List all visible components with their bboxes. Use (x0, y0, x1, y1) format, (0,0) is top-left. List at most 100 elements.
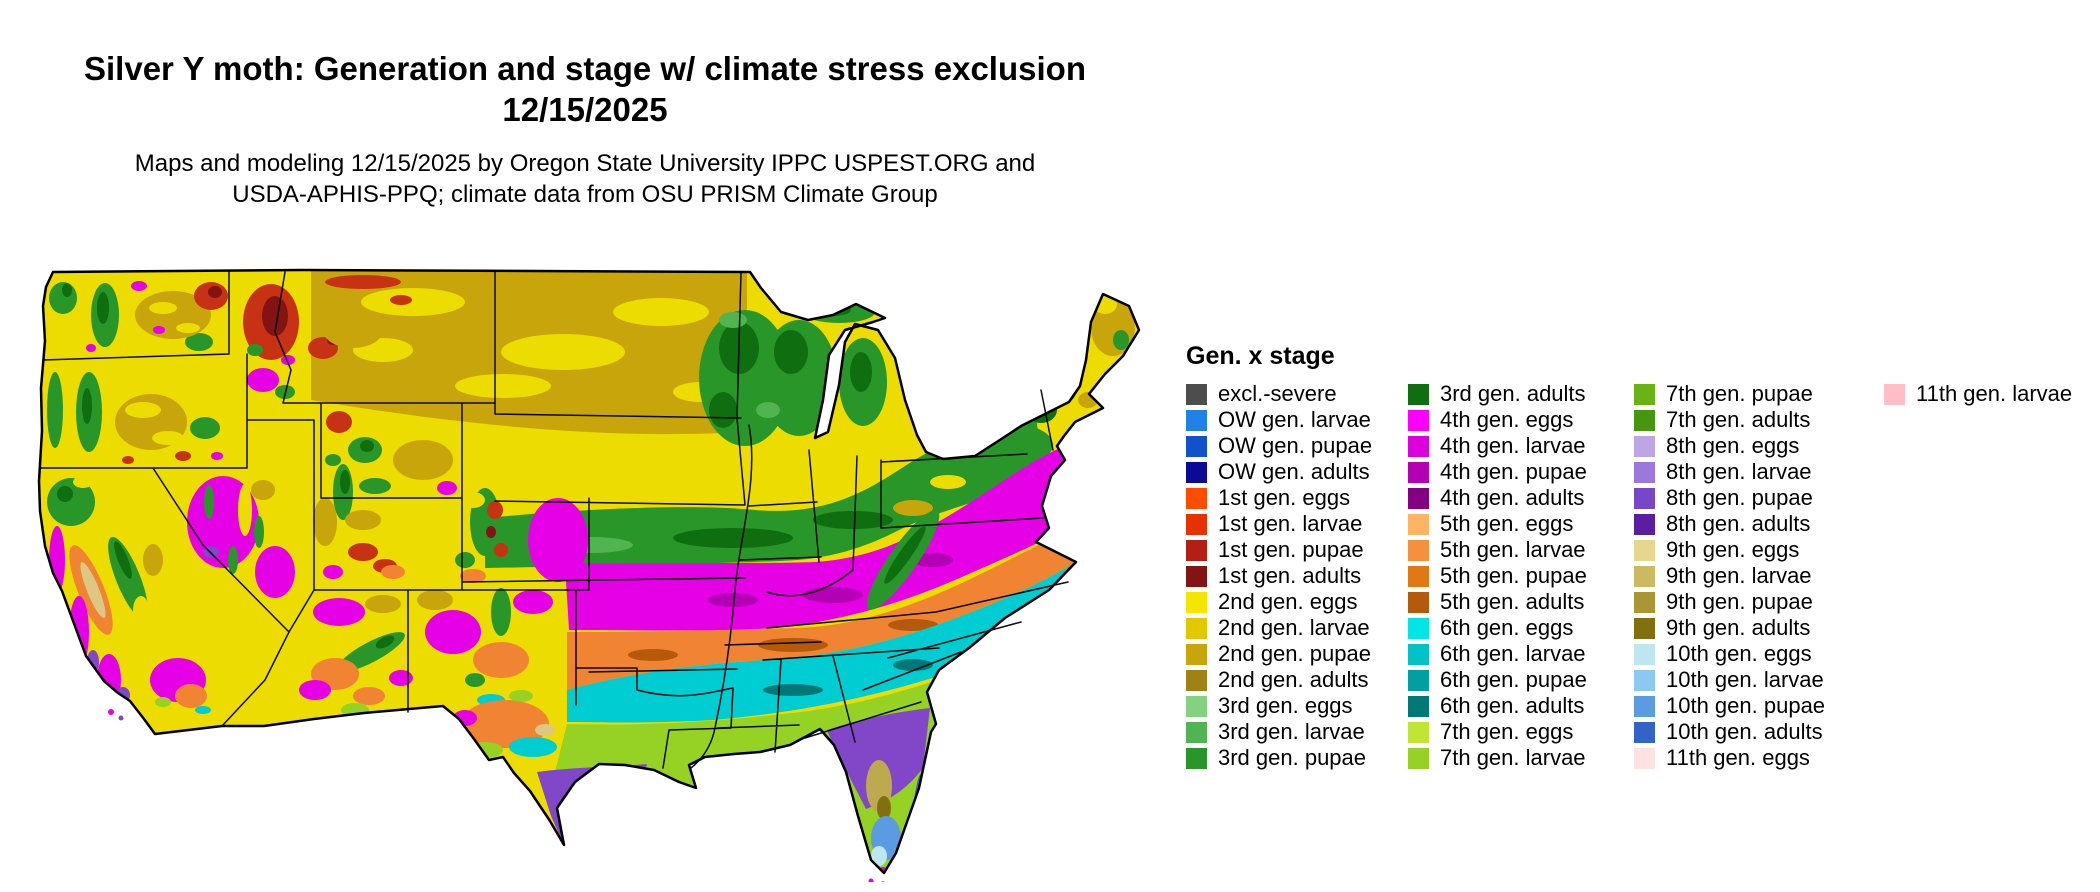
map-state-borders (39, 271, 1069, 769)
legend-swatch (1634, 383, 1655, 405)
legend-item-label: 11th gen. larvae (1916, 381, 2073, 406)
legend-item-label: 2nd gen. eggs (1218, 589, 1358, 614)
legend-columns: excl.-severe OW gen. larvae OW gen. pupae O… (1186, 381, 2086, 771)
legend-column: 7th gen. pupae 7th gen. adults 8th gen. eg… (1634, 381, 1884, 771)
legend-swatch (1408, 565, 1429, 587)
legend-item-label: 10th gen. larvae (1666, 667, 1824, 692)
legend-item: OW gen. pupae (1186, 433, 1408, 459)
legend-item-label: 1st gen. adults (1218, 563, 1362, 588)
legend-item-label: 7th gen. pupae (1666, 381, 1813, 406)
map-color-regions (39, 270, 1139, 873)
legend-item-label: 8th gen. larvae (1666, 459, 1812, 484)
legend-item: 10th gen. larvae (1634, 667, 1884, 693)
legend-item: 2nd gen. eggs (1186, 589, 1408, 615)
legend-item: 8th gen. eggs (1634, 433, 1884, 459)
legend-item-label: 4th gen. larvae (1440, 433, 1586, 458)
legend-swatch (1408, 695, 1429, 717)
legend-item-label: 4th gen. eggs (1440, 407, 1574, 432)
legend-item: 5th gen. adults (1408, 589, 1634, 615)
legend-swatch (1186, 383, 1207, 405)
legend-item-label: 6th gen. adults (1440, 693, 1585, 718)
legend-item-label: 9th gen. pupae (1666, 589, 1813, 614)
legend-item: 9th gen. larvae (1634, 563, 1884, 589)
legend-item: 3rd gen. eggs (1186, 693, 1408, 719)
legend-item-label: 7th gen. adults (1666, 407, 1811, 432)
legend-item: 1st gen. pupae (1186, 537, 1408, 563)
legend-item: 7th gen. pupae (1634, 381, 1884, 407)
legend-item-label: 5th gen. pupae (1440, 563, 1587, 588)
legend-item-label: 7th gen. larvae (1440, 745, 1586, 770)
legend-item: excl.-severe (1186, 381, 1408, 407)
legend-swatch (1408, 591, 1429, 613)
legend-item-label: 6th gen. pupae (1440, 667, 1587, 692)
map-outline (37, 268, 1141, 875)
legend-swatch (1634, 513, 1655, 535)
legend-item-label: 7th gen. eggs (1440, 719, 1574, 744)
legend-swatch (1408, 383, 1429, 405)
legend-item-label: 5th gen. eggs (1440, 511, 1574, 536)
legend-swatch (1186, 721, 1207, 743)
legend-item-label: 9th gen. adults (1666, 615, 1811, 640)
legend-swatch (1186, 539, 1207, 561)
legend-item: OW gen. larvae (1186, 407, 1408, 433)
legend-swatch (1408, 643, 1429, 665)
legend-swatch (1634, 669, 1655, 691)
legend-swatch (1186, 409, 1207, 431)
legend-item: 5th gen. larvae (1408, 537, 1634, 563)
legend-item: 8th gen. adults (1634, 511, 1884, 537)
legend-item: 4th gen. pupae (1408, 459, 1634, 485)
page-title: Silver Y moth: Generation and stage w/ c… (84, 50, 1086, 87)
legend-swatch (1634, 617, 1655, 639)
map-date: 12/15/2025 (502, 91, 668, 128)
legend-item: 2nd gen. adults (1186, 667, 1408, 693)
legend-item: 3rd gen. adults (1408, 381, 1634, 407)
legend: Gen. x stage excl.-severe OW gen. larvae O… (1186, 342, 2086, 771)
legend-swatch (1408, 721, 1429, 743)
legend-swatch (1634, 643, 1655, 665)
header: Silver Y moth: Generation and stage w/ c… (75, 48, 1095, 210)
legend-column: 3rd gen. adults 4th gen. eggs 4th gen. lar… (1408, 381, 1634, 771)
legend-item-label: 5th gen. adults (1440, 589, 1585, 614)
legend-swatch (1408, 487, 1429, 509)
legend-item: 4th gen. larvae (1408, 433, 1634, 459)
legend-swatch (1408, 435, 1429, 457)
legend-column: 11th gen. larvae (1884, 381, 2072, 407)
legend-column: excl.-severe OW gen. larvae OW gen. pupae O… (1186, 381, 1408, 771)
legend-item-label: 2nd gen. adults (1218, 667, 1369, 692)
legend-swatch (1634, 539, 1655, 561)
legend-swatch (1186, 435, 1207, 457)
legend-item: 4th gen. adults (1408, 485, 1634, 511)
legend-swatch (1634, 591, 1655, 613)
legend-swatch (1186, 747, 1207, 769)
legend-swatch (1408, 539, 1429, 561)
legend-item-label: 1st gen. pupae (1218, 537, 1364, 562)
legend-item-label: 3rd gen. eggs (1218, 693, 1353, 718)
legend-item: 1st gen. eggs (1186, 485, 1408, 511)
legend-item-label: 2nd gen. larvae (1218, 615, 1370, 640)
legend-item: OW gen. adults (1186, 459, 1408, 485)
legend-item: 6th gen. eggs (1408, 615, 1634, 641)
legend-item-label: excl.-severe (1218, 381, 1337, 406)
legend-item: 7th gen. eggs (1408, 719, 1634, 745)
legend-item-label: 1st gen. eggs (1218, 485, 1351, 510)
legend-swatch (1186, 617, 1207, 639)
legend-swatch (1634, 565, 1655, 587)
legend-swatch (1408, 461, 1429, 483)
legend-item-label: OW gen. pupae (1218, 433, 1373, 458)
legend-item: 6th gen. larvae (1408, 641, 1634, 667)
legend-item: 1st gen. larvae (1186, 511, 1408, 537)
legend-swatch (1408, 409, 1429, 431)
us-map-svg (37, 268, 1141, 885)
legend-item-label: 6th gen. larvae (1440, 641, 1586, 666)
legend-item-label: 8th gen. pupae (1666, 485, 1813, 510)
legend-swatch (1634, 695, 1655, 717)
legend-swatch (1408, 513, 1429, 535)
legend-swatch (1186, 565, 1207, 587)
legend-swatch (1634, 487, 1655, 509)
legend-item: 9th gen. adults (1634, 615, 1884, 641)
legend-item: 5th gen. eggs (1408, 511, 1634, 537)
legend-item: 5th gen. pupae (1408, 563, 1634, 589)
legend-title: Gen. x stage (1186, 342, 1335, 370)
legend-item-label: 8th gen. adults (1666, 511, 1811, 536)
legend-item-label: 5th gen. larvae (1440, 537, 1586, 562)
